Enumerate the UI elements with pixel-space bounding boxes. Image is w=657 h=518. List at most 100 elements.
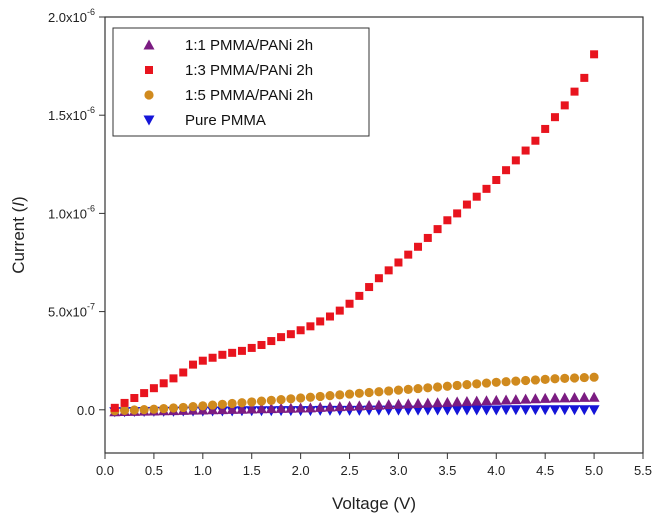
data-point <box>305 392 316 402</box>
data-point <box>490 405 502 416</box>
data-point <box>559 405 571 416</box>
data-point <box>208 353 217 362</box>
data-point <box>422 405 434 416</box>
data-point <box>159 379 168 388</box>
data-point <box>208 400 218 410</box>
x-axis-title: Voltage (V) <box>332 494 416 513</box>
series-2 <box>110 372 599 416</box>
data-point <box>480 405 492 416</box>
y-tick-mantissa: 2.0x10 <box>48 10 87 25</box>
data-point <box>539 392 551 403</box>
data-point <box>265 403 277 414</box>
data-point <box>169 374 178 383</box>
data-point <box>286 330 295 339</box>
data-point <box>550 374 560 384</box>
data-point <box>198 356 207 365</box>
data-point <box>296 326 305 335</box>
y-tick-label: 2.0x10-6 <box>48 7 95 25</box>
data-point <box>325 391 335 401</box>
data-point <box>168 403 179 413</box>
data-point <box>520 405 532 416</box>
data-point <box>569 392 581 403</box>
y-axis-title-variable: I <box>9 202 28 207</box>
legend-label: 1:3 PMMA/PANi 2h <box>185 62 313 79</box>
y-tick-exponent: -7 <box>87 302 95 312</box>
data-point <box>569 373 580 383</box>
data-point <box>140 389 149 398</box>
y-tick-label: 5.0x10-7 <box>48 302 95 320</box>
data-point <box>129 405 139 415</box>
plot-frame <box>104 16 644 454</box>
x-tick-label: 0.5 <box>145 463 163 478</box>
data-point <box>578 405 590 416</box>
plot-area <box>109 50 600 418</box>
data-point <box>423 383 433 393</box>
data-point <box>363 399 375 410</box>
data-point <box>178 402 188 413</box>
x-tick-label: 3.0 <box>389 463 407 478</box>
y-axis-title: Current (I) <box>9 196 28 273</box>
data-point <box>316 317 325 326</box>
x-tick-label: 5.5 <box>634 463 652 478</box>
data-point <box>529 393 541 404</box>
data-point <box>314 401 326 412</box>
data-point <box>482 184 491 193</box>
legend-label: 1:1 PMMA/PANi 2h <box>185 37 313 54</box>
data-point <box>149 404 159 414</box>
data-point <box>570 87 579 96</box>
data-point <box>198 401 208 411</box>
data-point <box>441 405 453 416</box>
data-point <box>384 386 394 396</box>
data-point <box>490 394 502 405</box>
y-tick-exponent: -6 <box>87 7 95 17</box>
data-point <box>384 266 393 275</box>
data-point <box>189 360 198 369</box>
data-point <box>247 397 257 407</box>
data-point <box>325 312 334 321</box>
data-point <box>441 396 453 407</box>
data-point <box>412 405 424 416</box>
data-point <box>285 402 297 413</box>
x-tick-label: 0.0 <box>96 463 114 478</box>
legend-label: 1:5 PMMA/PANi 2h <box>185 87 313 104</box>
data-point <box>353 400 365 411</box>
data-point <box>364 387 374 398</box>
data-point <box>579 372 589 383</box>
data-point <box>531 136 540 145</box>
data-point <box>442 381 452 391</box>
data-point <box>335 390 345 400</box>
data-point <box>374 274 383 283</box>
data-point <box>237 346 246 355</box>
data-point <box>589 372 599 382</box>
data-point <box>529 405 541 416</box>
data-point <box>530 375 541 385</box>
data-point <box>335 306 344 315</box>
legend-label: Pure PMMA <box>185 112 266 129</box>
data-point <box>451 405 463 416</box>
y-tick-exponent: -6 <box>87 105 95 115</box>
data-point <box>394 258 403 267</box>
data-point <box>452 380 462 391</box>
y-tick-mantissa: 5.0x10 <box>48 305 87 320</box>
data-point <box>588 405 600 416</box>
data-point <box>344 400 356 411</box>
data-point <box>373 399 385 410</box>
data-point <box>414 242 423 251</box>
x-tick-label: 2.0 <box>292 463 310 478</box>
data-point <box>393 385 404 395</box>
data-point <box>306 322 315 331</box>
data-point <box>286 394 296 404</box>
data-point <box>580 73 589 82</box>
data-point <box>521 375 531 386</box>
y-tick-mantissa: 1.5x10 <box>48 108 87 123</box>
data-point <box>256 396 267 406</box>
data-point <box>510 405 522 416</box>
axes: 0.0 0.5 1.0 1.5 2.0 2.5 3.0 3.5 4.0 4.5 5.0 5.5 0.0 5… <box>48 7 652 478</box>
data-point <box>462 200 471 209</box>
data-point <box>256 403 268 414</box>
data-point <box>266 395 276 405</box>
x-tick-label: 4.0 <box>487 463 505 478</box>
data-point <box>404 250 413 259</box>
data-point <box>130 394 139 403</box>
data-point <box>432 397 444 408</box>
